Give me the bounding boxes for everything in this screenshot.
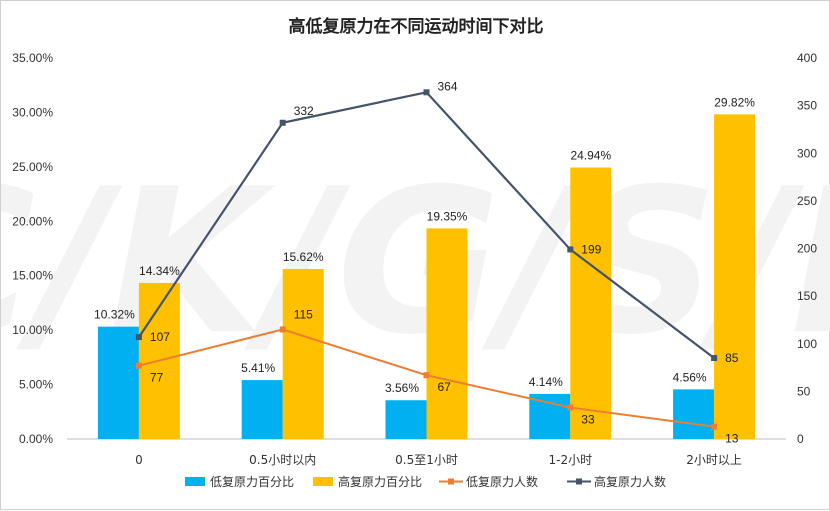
- y-left-tick-label: 0.00%: [19, 432, 53, 446]
- bar-data-label: 4.56%: [673, 370, 707, 384]
- line-data-label: 332: [294, 104, 314, 118]
- y-left-tick-label: 30.00%: [12, 105, 53, 119]
- line-data-label: 364: [438, 79, 458, 93]
- legend-swatch: [313, 477, 333, 486]
- line-data-label: 77: [150, 371, 164, 385]
- bar: [529, 393, 571, 439]
- y-right-tick-label: 250: [797, 194, 817, 208]
- bar: [241, 380, 283, 439]
- y-right-tick-label: 350: [797, 99, 817, 113]
- bar: [282, 268, 324, 439]
- bar: [97, 326, 139, 439]
- legend-label: 低复原力百分比: [210, 475, 294, 489]
- bar-data-label: 5.41%: [241, 361, 275, 375]
- axes: 0.00% 5.00% 10.00% 15.00% 20.00% 25.00% 30.00%…: [12, 51, 817, 467]
- line-point: [279, 119, 286, 126]
- bar-data-label: 4.14%: [529, 375, 563, 389]
- data-labels: 10.32% 5.41% 3.56% 4.14% 4.56% 14.34% 15.62% 19…: [94, 79, 755, 445]
- bar-data-label: 24.94%: [570, 149, 611, 163]
- x-tick-label: 0: [135, 453, 143, 467]
- y-right-tick-label: 150: [797, 289, 817, 303]
- y-right-tick-label: 0: [797, 432, 804, 446]
- line-data-label: 13: [725, 432, 739, 446]
- y-left-tick-label: 35.00%: [12, 51, 53, 65]
- bars: [97, 114, 756, 439]
- line-data-label: 67: [438, 380, 452, 394]
- line-point: [711, 355, 718, 362]
- x-tick-label: 2小时以上: [686, 453, 742, 467]
- x-tick-label: 0.5至1小时: [395, 453, 458, 467]
- chart-title: 高低复原力在不同运动时间下对比: [289, 16, 544, 37]
- bar: [673, 389, 715, 439]
- line-point: [567, 246, 574, 253]
- line-data-label: 199: [581, 242, 601, 256]
- y-left-tick-label: 20.00%: [12, 214, 53, 228]
- y-right-tick-label: 400: [797, 51, 817, 65]
- line-point: [135, 334, 142, 341]
- line-point: [135, 362, 142, 369]
- legend-label: 低复原力人数: [466, 474, 538, 489]
- y-right-tick-label: 100: [797, 337, 817, 351]
- legend: 低复原力百分比 高复原力百分比 低复原力人数 高复原力人数: [185, 474, 666, 489]
- bar-data-label: 14.34%: [139, 264, 180, 278]
- bar: [426, 228, 468, 439]
- bar-data-label: 3.56%: [385, 381, 419, 395]
- bar-data-label: 10.32%: [94, 308, 135, 322]
- legend-marker: [576, 478, 582, 485]
- legend-label: 高复原力人数: [594, 474, 666, 489]
- bar-data-label: 29.82%: [714, 95, 755, 109]
- legend-swatch: [185, 477, 205, 486]
- bar-data-label: 19.35%: [427, 209, 468, 223]
- y-right-tick-label: 300: [797, 146, 817, 160]
- line-data-label: 33: [581, 413, 595, 427]
- line-point: [423, 372, 430, 379]
- bar: [385, 400, 427, 439]
- y-right-tick-label: 200: [797, 242, 817, 256]
- y-left-tick-label: 10.00%: [12, 323, 53, 337]
- line-point: [711, 423, 718, 430]
- line-data-label: 115: [294, 307, 313, 321]
- legend-marker: [448, 478, 454, 485]
- x-tick-label: 1-2小时: [548, 453, 592, 467]
- bar: [570, 167, 612, 439]
- y-left-tick-label: 25.00%: [12, 160, 53, 174]
- x-tick-label: 0.5小时以内: [249, 453, 316, 467]
- bar-data-label: 15.62%: [283, 250, 324, 264]
- line-point: [567, 404, 574, 411]
- y-left-tick-label: 5.00%: [19, 378, 53, 392]
- line-point: [423, 89, 430, 96]
- line-point: [279, 326, 286, 333]
- lines: [135, 89, 718, 430]
- line-data-label: 107: [150, 330, 170, 344]
- y-right-tick-label: 50: [797, 384, 811, 398]
- y-left-tick-label: 15.00%: [12, 269, 53, 283]
- legend-label: 高复原力百分比: [338, 474, 422, 489]
- line-data-label: 85: [725, 351, 739, 365]
- bar: [714, 114, 756, 439]
